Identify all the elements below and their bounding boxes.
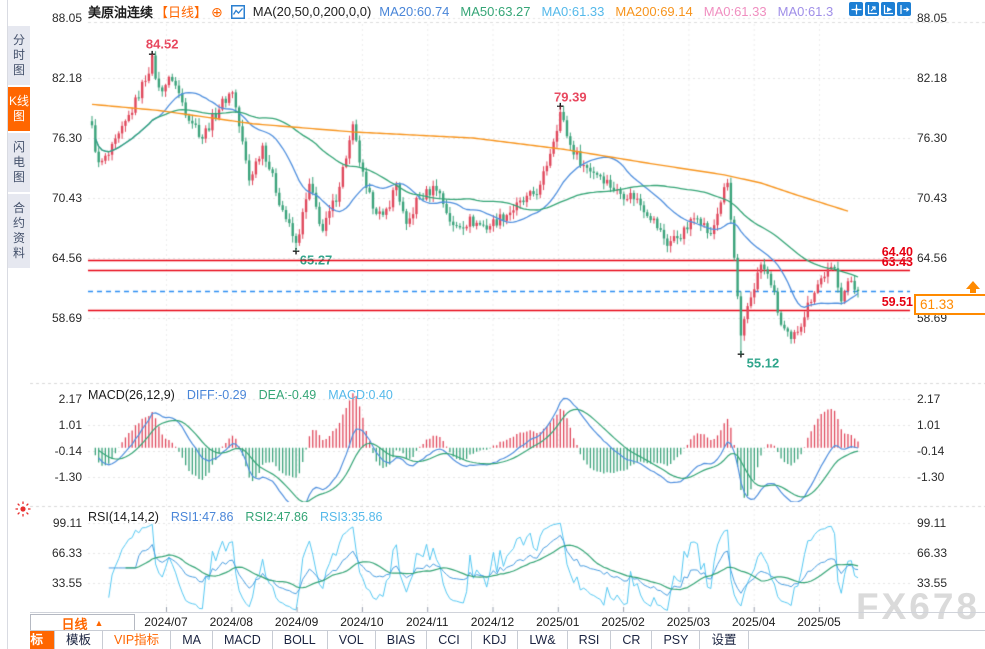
period-tag: 【日线】 xyxy=(155,5,208,20)
page-forward-icon[interactable] xyxy=(897,2,911,16)
left-axis: 88.05 82.18 76.30 70.43 64.56 58.69 2.17 1.01 -0… xyxy=(28,0,82,610)
month-label: 2024/11 xyxy=(405,615,449,629)
axis-label: 82.18 xyxy=(51,70,82,85)
axis-label: 1.01 xyxy=(58,418,82,433)
axis-label: 64.56 xyxy=(51,251,82,266)
indicator-menu: 指标 模板 VIP指标 MA MACD BOLL VOL BIAS CCI KDJ LW& RSI CR… xyxy=(0,630,985,649)
month-label: 2025/05 xyxy=(797,615,841,629)
axis-label: 88.05 xyxy=(917,11,948,25)
sidebar-tab[interactable]: K线图 xyxy=(8,87,30,131)
period-label: 日线 xyxy=(61,616,88,632)
macd-title: MACD(26,12,9) xyxy=(88,387,175,402)
macd-hist-value: MACD:0.40 xyxy=(328,387,393,402)
month-label: 2024/08 xyxy=(209,615,253,629)
scale-up-icon[interactable] xyxy=(865,2,879,16)
macd-header: MACD(26,12,9) DIFF:-0.29 DEA:-0.49 MACD:… xyxy=(88,387,393,402)
rsi1-value: RSI1:47.86 xyxy=(170,509,234,524)
axis-label: 2.17 xyxy=(917,392,941,406)
price-up-arrow-stem xyxy=(970,288,976,293)
current-price-badge: 61.33 xyxy=(914,294,985,315)
price-up-arrow-icon xyxy=(966,281,980,289)
axis-label: 99.11 xyxy=(917,516,947,530)
month-label: 2024/12 xyxy=(470,615,515,629)
sidebar-rail xyxy=(0,0,8,649)
axis-label: 88.05 xyxy=(51,11,82,25)
sidebar-tab[interactable]: 分时图 xyxy=(8,26,30,85)
axis-label: 1.01 xyxy=(917,418,941,433)
month-label: 2025/02 xyxy=(601,615,645,629)
chart-header: 美原油连续 【日线】 ⊕ MA(20,50,0,200,0,0) MA20:60… xyxy=(88,3,833,20)
live-flash-icon xyxy=(15,501,31,517)
ma-values: MA20:60.74 MA50:63.27 MA0:61.33 MA200:69.14… xyxy=(379,4,833,19)
axis-label: 82.18 xyxy=(917,70,948,85)
macd-dea-value: DEA:-0.49 xyxy=(258,387,317,402)
axis-label: -1.30 xyxy=(54,470,82,484)
axis-label: 2.17 xyxy=(58,392,82,406)
axis-label: 70.43 xyxy=(51,191,82,206)
menu-item[interactable]: PSY xyxy=(652,631,701,649)
ma-value-label: MA20:60.74 xyxy=(379,4,450,19)
axis-label: 70.43 xyxy=(917,191,948,206)
axis-label: 64.56 xyxy=(917,251,948,266)
menu-item[interactable]: RSI xyxy=(568,631,612,649)
month-label: 2025/01 xyxy=(536,615,580,629)
ma-params: MA(20,50,0,200,0,0) xyxy=(252,4,372,19)
rsi-header: RSI(14,14,2) RSI1:47.86 RSI2:47.86 RSI3:… xyxy=(88,509,383,524)
axis-label: 66.33 xyxy=(917,546,948,560)
menu-item[interactable]: KDJ xyxy=(472,631,519,649)
axis-label: 33.55 xyxy=(51,576,82,590)
date-axis-row: 日线 ▲ 2024/07 2024/08 2024/09 2024/10 2024/11… xyxy=(0,612,985,632)
menu-item[interactable]: VOL xyxy=(328,631,376,649)
menu-item[interactable]: BIAS xyxy=(376,631,428,649)
ma-value-label: MA0:61.33 xyxy=(541,4,605,19)
ma-value-label: MA200:69.14 xyxy=(615,4,693,19)
axis-label: -0.14 xyxy=(917,443,945,458)
menu-item[interactable]: 设置 xyxy=(700,631,749,649)
rsi-title: RSI(14,14,2) xyxy=(88,509,159,524)
axis-label: 33.55 xyxy=(917,576,948,590)
crosshair-icon[interactable] xyxy=(849,2,863,16)
rsi3-value: RSI3:35.86 xyxy=(319,509,383,524)
chart-type-icon[interactable] xyxy=(230,4,245,19)
month-label: 2024/10 xyxy=(340,615,384,629)
sidebar-tab[interactable]: 闪电图 xyxy=(8,133,30,192)
add-to-watchlist-icon[interactable]: ⊕ xyxy=(211,3,223,20)
axis-label: -1.30 xyxy=(917,470,945,484)
axis-label: 58.69 xyxy=(51,311,82,325)
ma-value-label: MA0:61.3 xyxy=(777,4,834,19)
sidebar-tabs: 分时图 K线图 闪电图 合约资料 xyxy=(8,0,30,268)
month-label: 2024/07 xyxy=(144,615,188,629)
month-label: 2024/09 xyxy=(274,615,319,629)
month-label: 2025/04 xyxy=(731,615,776,629)
ma-value-label: MA0:61.33 xyxy=(703,4,767,19)
menu-item[interactable]: BOLL xyxy=(273,631,328,649)
menu-item[interactable]: VIP指标 xyxy=(103,631,172,649)
menu-item[interactable]: MA xyxy=(171,631,213,649)
sidebar: 分时图 K线图 闪电图 合约资料 xyxy=(0,0,31,649)
axis-label: 76.30 xyxy=(917,131,948,146)
symbol-name: 美原油连续 xyxy=(88,5,154,20)
macd-diff-value: DIFF:-0.29 xyxy=(186,387,247,402)
menu-item[interactable]: MACD xyxy=(213,631,273,649)
axis-label: -0.14 xyxy=(54,443,82,458)
menu-item[interactable]: CCI xyxy=(427,631,472,649)
scale-right-icon[interactable] xyxy=(881,2,895,16)
chart-tool-icons xyxy=(849,2,911,16)
month-label: 2025/03 xyxy=(666,615,711,629)
menu-item[interactable]: LW& xyxy=(518,631,568,649)
axis-label: 66.33 xyxy=(51,546,82,560)
period-arrow-icon: ▲ xyxy=(94,618,104,628)
menu-item[interactable]: CR xyxy=(611,631,653,649)
menu-item[interactable]: 模板 xyxy=(55,631,104,649)
axis-label: 99.11 xyxy=(52,516,82,530)
axis-label: 76.30 xyxy=(51,131,82,146)
rsi2-value: RSI2:47.86 xyxy=(245,509,308,524)
ma-value-label: MA50:63.27 xyxy=(460,4,531,19)
sidebar-tab[interactable]: 合约资料 xyxy=(8,194,30,268)
